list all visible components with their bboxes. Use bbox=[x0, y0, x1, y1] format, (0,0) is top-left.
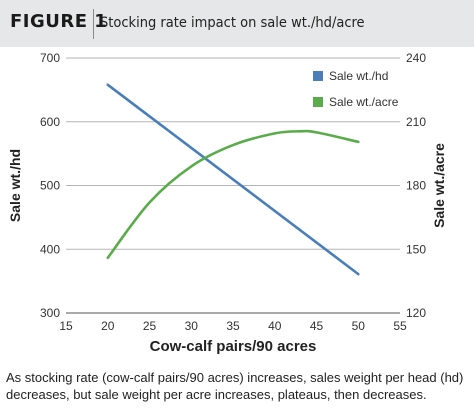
x-axis-label: Cow-calf pairs/90 acres bbox=[150, 338, 317, 355]
line-chart: 15 20 25 30 35 40 45 50 55 300 400 500 600 700 120 150 1… bbox=[7, 51, 447, 355]
legend: Sale wt./hd Sale wt./acre bbox=[313, 69, 399, 109]
x-tick-label: 15 bbox=[59, 319, 73, 333]
y2-tick-label: 180 bbox=[406, 179, 426, 193]
series-lines bbox=[106, 83, 360, 276]
y2-tick-label: 210 bbox=[406, 115, 426, 129]
x-tick-label: 20 bbox=[101, 319, 115, 333]
x-tick-label: 55 bbox=[393, 319, 407, 333]
x-tick-label: 25 bbox=[143, 319, 157, 333]
y2-axis-label: Sale wt./acre bbox=[431, 143, 447, 228]
y2-tick-label: 150 bbox=[406, 242, 426, 256]
x-tick-label: 35 bbox=[226, 319, 240, 333]
figure-caption: As stocking rate (cow-calf pairs/90 acre… bbox=[6, 370, 464, 402]
axis-ticks: 15 20 25 30 35 40 45 50 55 300 400 500 600 700 120 150 1… bbox=[40, 51, 426, 333]
y-tick-label: 700 bbox=[40, 51, 60, 65]
y2-tick-label: 240 bbox=[406, 51, 426, 65]
y2-tick-label: 120 bbox=[406, 306, 426, 320]
y-tick-label: 500 bbox=[40, 179, 60, 193]
series-line-2 bbox=[106, 129, 360, 260]
figure-label: FIGURE 1 bbox=[10, 11, 108, 32]
legend-swatch-1 bbox=[313, 71, 323, 81]
legend-swatch-2 bbox=[313, 97, 323, 107]
y-tick-label: 600 bbox=[40, 115, 60, 129]
chart-title: Stocking rate impact on sale wt./hd/acre bbox=[100, 15, 365, 31]
grid-lines bbox=[66, 57, 400, 250]
y-tick-label: 400 bbox=[40, 242, 60, 256]
figure-header: FIGURE 1 Stocking rate impact on sale wt… bbox=[0, 0, 474, 47]
legend-label-1: Sale wt./hd bbox=[329, 69, 388, 83]
y-tick-label: 300 bbox=[40, 306, 60, 320]
y-axis-label: Sale wt./hd bbox=[7, 149, 23, 222]
x-tick-label: 50 bbox=[352, 319, 366, 333]
x-tick-label: 45 bbox=[310, 319, 324, 333]
header-divider bbox=[93, 9, 94, 39]
series-line-1 bbox=[106, 83, 360, 276]
legend-label-2: Sale wt./acre bbox=[329, 95, 399, 109]
x-tick-label: 30 bbox=[185, 319, 199, 333]
x-tick-label: 40 bbox=[268, 319, 282, 333]
